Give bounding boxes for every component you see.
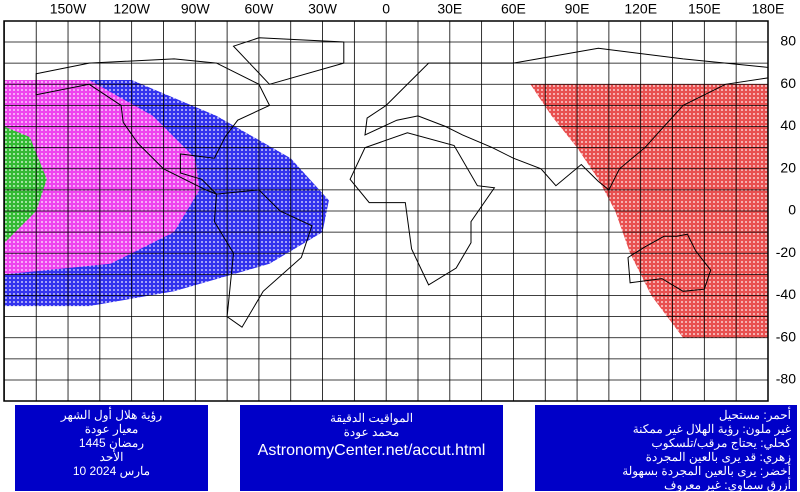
- longitude-label: 0: [382, 1, 390, 17]
- longitude-label: 120E: [624, 1, 657, 17]
- latitude-label: 60: [780, 75, 796, 91]
- latitude-label: 0: [788, 202, 796, 218]
- longitude-label: 30W: [308, 1, 338, 17]
- box-line: الأحد: [99, 450, 124, 464]
- latitude-label: 80: [780, 33, 796, 49]
- box-line: 10 مارس 2024: [72, 464, 151, 478]
- longitude-label: 60E: [501, 1, 526, 17]
- box-line: غير ملون: رؤية الهلال غير ممكنة: [632, 422, 791, 436]
- info-box: رؤية هلال أول الشهر معيار عودة رمضان 1445 ا…: [15, 405, 208, 491]
- box-line: زهري: قد يرى بالعين المجردة: [645, 450, 791, 464]
- latitude-label: -40: [776, 286, 796, 302]
- latitude-label: -80: [776, 371, 796, 387]
- box-line: AstronomyCenter.net/accut.html: [257, 442, 486, 459]
- land-outline: [349, 132, 496, 286]
- visibility-zone: [4, 80, 200, 275]
- latitude-label: 20: [780, 159, 796, 175]
- longitude-label: 180E: [752, 1, 785, 17]
- longitude-label: 150E: [688, 1, 721, 17]
- latitude-label: -60: [776, 328, 796, 344]
- box-line: محمد عودة: [343, 425, 400, 439]
- longitude-label: 90E: [565, 1, 590, 17]
- longitude-label: 120W: [113, 1, 150, 17]
- longitude-label: 150W: [50, 1, 87, 17]
- land-outline: [232, 37, 345, 85]
- longitude-label: 30E: [437, 1, 462, 17]
- box-line: أحمر: مستحيل: [718, 408, 791, 422]
- latitude-label: -20: [776, 244, 796, 260]
- map-frame: [3, 20, 769, 402]
- longitude-label: 90W: [181, 1, 211, 17]
- box-line: أخضر: يرى بالعين المجردة بسهولة: [622, 464, 791, 478]
- box-line: رؤية هلال أول الشهر: [60, 408, 163, 422]
- map: 150W 120W 90W 60W 30W 0 30E 60E 90E 120E 150E 180E 8…: [3, 1, 796, 402]
- box-line: معيار عودة: [84, 422, 139, 436]
- box-line: المواقيت الدقيقة: [329, 411, 414, 425]
- box-line: أزرق سماوي: غير معروف: [664, 478, 791, 492]
- credit-box: المواقيت الدقيقة محمد عودة AstronomyCenter…: [240, 405, 503, 491]
- box-line: رمضان 1445: [78, 436, 145, 450]
- land-outline: [35, 58, 271, 195]
- latitude-label: 40: [780, 117, 796, 133]
- land-outline: [627, 233, 712, 292]
- longitude-label: 60W: [245, 1, 275, 17]
- box-line: كحلي: يحتاج مرقب/تلسكوب: [651, 436, 791, 450]
- legend-box: أحمر: مستحيل غير ملون: رؤية الهلال غير مم…: [535, 405, 797, 492]
